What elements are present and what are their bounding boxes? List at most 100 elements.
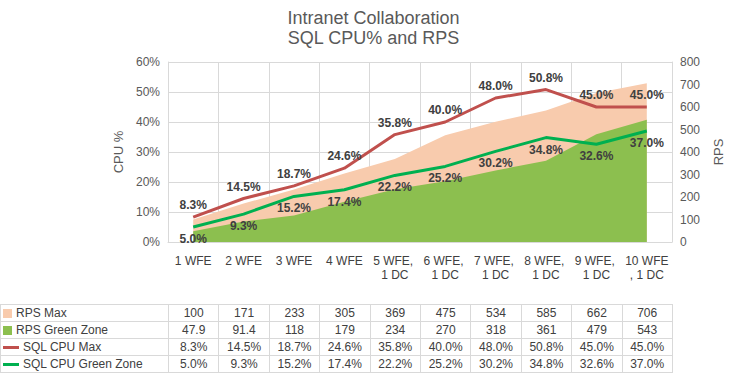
svg-text:24.6%: 24.6%: [327, 149, 361, 163]
html-text:30.2%: 30.2%: [479, 357, 513, 371]
svg-text:50%: 50%: [136, 85, 160, 99]
svg-text:45.0%: 45.0%: [630, 88, 664, 102]
html-text:50.8%: 50.8%: [529, 340, 564, 354]
html-text:17.4%: 17.4%: [327, 357, 362, 371]
html-text:24.6%: 24.6%: [327, 340, 362, 354]
svg-text:CPU %: CPU %: [111, 130, 126, 173]
svg-text:1 WFE: 1 WFE: [175, 254, 212, 268]
svg-text:1 DC: 1 DC: [583, 268, 611, 282]
svg-text:6 WFE,: 6 WFE,: [424, 254, 467, 268]
svg-text:60%: 60%: [136, 55, 160, 69]
html-text:479: 479: [586, 323, 607, 337]
svg-text:8.3%: 8.3%: [180, 198, 208, 212]
svg-text:50.8%: 50.8%: [529, 71, 563, 85]
html-text:233: 233: [284, 306, 305, 320]
html-text:706: 706: [637, 306, 658, 320]
svg-text:30%: 30%: [136, 145, 160, 159]
html-text:5.0%: 5.0%: [180, 357, 208, 371]
html-text:91.4: 91.4: [232, 323, 256, 337]
svg-text:45.0%: 45.0%: [579, 88, 613, 102]
html-text:45.0%: 45.0%: [630, 340, 665, 354]
svg-text:1 DC: 1 DC: [532, 268, 560, 282]
svg-text:37.0%: 37.0%: [630, 136, 664, 150]
html-text:37.0%: 37.0%: [630, 357, 665, 371]
svg-text:15.2%: 15.2%: [277, 201, 311, 215]
svg-text:5.0%: 5.0%: [180, 232, 208, 246]
html-text:SQL CPU Green Zone: SQL CPU Green Zone: [23, 357, 143, 371]
html-text:RPS Green Zone: RPS Green Zone: [16, 323, 108, 337]
html-text:318: 318: [486, 323, 506, 337]
svg-text:22.2%: 22.2%: [378, 180, 412, 194]
html-text:45.0%: 45.0%: [579, 340, 614, 354]
html-text:9.3%: 9.3%: [230, 357, 258, 371]
svg-text:35.8%: 35.8%: [378, 116, 412, 130]
svg-text:48.0%: 48.0%: [479, 79, 513, 93]
svg-text:Intranet Collaboration: Intranet Collaboration: [287, 8, 459, 28]
svg-text:40.0%: 40.0%: [428, 103, 462, 117]
html-text:34.8%: 34.8%: [529, 357, 564, 371]
svg-text:800: 800: [680, 55, 700, 69]
svg-text:30.2%: 30.2%: [479, 156, 513, 170]
svg-text:300: 300: [680, 168, 700, 182]
svg-text:3 WFE: 3 WFE: [276, 254, 313, 268]
svg-text:100: 100: [680, 213, 700, 227]
svg-text:4 WFE: 4 WFE: [326, 254, 363, 268]
svg-text:500: 500: [680, 123, 700, 137]
svg-text:, 1 DC: , 1 DC: [630, 268, 664, 282]
html-text:234: 234: [385, 323, 406, 337]
html-text:8.3%: 8.3%: [180, 340, 208, 354]
svg-text:400: 400: [680, 145, 700, 159]
html-text:47.9: 47.9: [182, 323, 206, 337]
svg-text:40%: 40%: [136, 115, 160, 129]
html-text:585: 585: [536, 306, 557, 320]
svg-text:2 WFE: 2 WFE: [225, 254, 262, 268]
svg-text:9.3%: 9.3%: [230, 219, 258, 233]
svg-text:0%: 0%: [143, 235, 161, 249]
svg-text:8 WFE,: 8 WFE,: [524, 254, 567, 268]
html-text:475: 475: [435, 306, 456, 320]
html-text:543: 543: [637, 323, 658, 337]
html-text:35.8%: 35.8%: [378, 340, 413, 354]
svg-text:1 DC: 1 DC: [381, 268, 409, 282]
html-text:32.6%: 32.6%: [579, 357, 614, 371]
html-text:662: 662: [586, 306, 607, 320]
svg-text:5 WFE,: 5 WFE,: [373, 254, 416, 268]
html-text:270: 270: [435, 323, 456, 337]
svg-text:14.5%: 14.5%: [227, 180, 261, 194]
html-text:RPS Max: RPS Max: [16, 306, 67, 320]
svg-text:20%: 20%: [136, 175, 160, 189]
svg-text:1 DC: 1 DC: [432, 268, 460, 282]
html-text:48.0%: 48.0%: [479, 340, 513, 354]
html-text:25.2%: 25.2%: [428, 357, 463, 371]
html-text:22.2%: 22.2%: [378, 357, 413, 371]
html-text:118: 118: [284, 323, 304, 337]
html-text:14.5%: 14.5%: [227, 340, 262, 354]
svg-text:9 WFE,: 9 WFE,: [575, 254, 618, 268]
svg-text:34.8%: 34.8%: [529, 143, 563, 157]
svg-text:SQL CPU% and RPS: SQL CPU% and RPS: [288, 28, 459, 48]
svg-text:200: 200: [680, 190, 700, 204]
svg-text:32.6%: 32.6%: [579, 149, 613, 163]
svg-text:7 WFE,: 7 WFE,: [474, 254, 517, 268]
svg-text:18.7%: 18.7%: [277, 167, 311, 181]
html-text:305: 305: [334, 306, 355, 320]
html-text:100: 100: [183, 306, 204, 320]
svg-text:17.4%: 17.4%: [327, 195, 361, 209]
html-text:18.7%: 18.7%: [277, 340, 312, 354]
svg-text:10 WFE: 10 WFE: [625, 254, 668, 268]
svg-text:RPS: RPS: [711, 138, 726, 165]
html-text:179: 179: [334, 323, 355, 337]
svg-text:600: 600: [680, 100, 700, 114]
html-text:534: 534: [486, 306, 506, 320]
html-text:40.0%: 40.0%: [428, 340, 463, 354]
svg-text:10%: 10%: [136, 205, 160, 219]
html-text:369: 369: [385, 306, 406, 320]
svg-text:1 DC: 1 DC: [482, 268, 510, 282]
html-text:361: 361: [536, 323, 557, 337]
svg-text:0: 0: [680, 235, 687, 249]
svg-text:700: 700: [680, 78, 700, 92]
html-text:15.2%: 15.2%: [277, 357, 312, 371]
html-text:171: 171: [234, 306, 255, 320]
html-text:SQL CPU Max: SQL CPU Max: [23, 340, 102, 354]
svg-text:25.2%: 25.2%: [428, 171, 462, 185]
